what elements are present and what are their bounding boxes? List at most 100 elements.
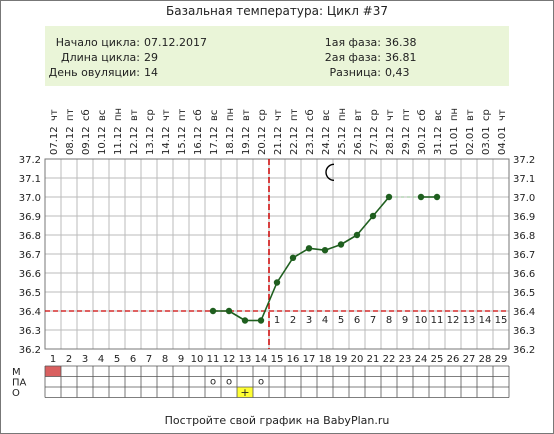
day-number: 8 bbox=[162, 354, 168, 365]
day-number: 25 bbox=[431, 354, 444, 365]
temperature-point bbox=[273, 279, 281, 286]
temperature-point bbox=[337, 241, 345, 248]
date-label: 07.12 bbox=[49, 126, 60, 155]
y-tick-label-right: 37.1 bbox=[513, 174, 535, 185]
day-number: 22 bbox=[383, 354, 396, 365]
plot-area: чт пт сб вс пн вт ср чт пт сб вс пн вт ср чт пт сб вс пн вт… bbox=[19, 108, 536, 365]
day-number: 28 bbox=[479, 354, 492, 365]
day-number: 3 bbox=[82, 354, 88, 365]
weekday-label: чт bbox=[497, 109, 508, 121]
phase-day-number: 5 bbox=[338, 315, 344, 326]
date-label: 26.12 bbox=[353, 126, 364, 155]
weekday-label: сб bbox=[193, 109, 204, 121]
weekday-label: пн bbox=[225, 108, 236, 121]
pa-mark: o bbox=[210, 377, 216, 388]
day-number: 11 bbox=[207, 354, 220, 365]
series-segment bbox=[260, 282, 278, 321]
phase-day-number: 11 bbox=[431, 315, 444, 326]
weekday-label: ср bbox=[257, 109, 268, 121]
weekday-label: сб bbox=[305, 109, 316, 121]
plot-border bbox=[44, 158, 510, 350]
y-tick-label-right: 36.4 bbox=[513, 307, 535, 318]
weekday-label: чт bbox=[273, 109, 284, 121]
phase-day-number: 12 bbox=[447, 315, 460, 326]
temperature-point bbox=[433, 193, 441, 201]
summary-value: 07.12.2017 bbox=[144, 36, 207, 49]
day-number: 24 bbox=[415, 354, 428, 365]
weekday-label: ср bbox=[145, 109, 156, 121]
date-label: 14.12 bbox=[161, 126, 172, 155]
pa-mark: o bbox=[258, 377, 264, 388]
phase-day-number: 7 bbox=[370, 315, 376, 326]
temperature-point bbox=[369, 212, 377, 220]
weekday-label: пт bbox=[401, 108, 412, 121]
day-number: 16 bbox=[287, 354, 300, 365]
date-label: 30.12 bbox=[417, 126, 428, 155]
temperature-point bbox=[289, 254, 297, 261]
day-number: 18 bbox=[319, 354, 332, 365]
temperature-point bbox=[225, 307, 233, 315]
day-number: 5 bbox=[114, 354, 120, 365]
y-tick-label-right: 36.2 bbox=[513, 345, 535, 356]
date-label: 11.12 bbox=[113, 126, 124, 155]
y-tick-label-left: 36.7 bbox=[19, 250, 41, 261]
weekday-label: пт bbox=[177, 108, 188, 121]
footer-link[interactable]: Постройте свой график на BabyPlan.ru bbox=[165, 414, 390, 427]
weekday-label: вт bbox=[353, 109, 364, 121]
date-label: 09.12 bbox=[81, 126, 92, 155]
date-label: 15.12 bbox=[177, 126, 188, 155]
weekday-label: ср bbox=[481, 109, 492, 121]
marks-row-label: М bbox=[12, 367, 21, 378]
menstruation-cell bbox=[45, 366, 61, 377]
day-number: 7 bbox=[146, 354, 152, 365]
weekday-label: вт bbox=[241, 109, 252, 121]
summary-panel bbox=[45, 26, 509, 86]
y-tick-label-left: 37.0 bbox=[19, 193, 41, 204]
date-label: 25.12 bbox=[337, 126, 348, 155]
temperature-point bbox=[321, 247, 329, 254]
date-label: 02.01 bbox=[465, 126, 476, 155]
summary-value: 36.38 bbox=[385, 36, 417, 49]
ovulation-test-mark: + bbox=[240, 386, 249, 399]
date-label: 20.12 bbox=[257, 126, 268, 155]
temperature-point bbox=[305, 245, 313, 252]
weekday-label: пн bbox=[449, 108, 460, 121]
marks-row-label: ПА bbox=[12, 378, 27, 389]
day-number: 12 bbox=[223, 354, 236, 365]
date-label: 17.12 bbox=[209, 126, 220, 155]
date-label: 27.12 bbox=[369, 126, 380, 155]
phase-day-number: 3 bbox=[306, 315, 312, 326]
day-number: 10 bbox=[191, 354, 204, 365]
weekday-label: вт bbox=[465, 109, 476, 121]
temperature-point bbox=[353, 231, 361, 239]
y-tick-label-left: 36.3 bbox=[19, 326, 41, 337]
phase-day-number: 10 bbox=[415, 315, 428, 326]
day-number: 4 bbox=[98, 354, 104, 365]
summary-value: 29 bbox=[144, 51, 158, 64]
y-tick-label-left: 36.4 bbox=[19, 307, 41, 318]
y-tick-label-left: 37.2 bbox=[19, 155, 41, 166]
marks-row-label: О bbox=[12, 388, 20, 399]
phase-day-number: 14 bbox=[479, 315, 492, 326]
ovulation-test-cell bbox=[237, 387, 253, 398]
summary-value: 0,43 bbox=[385, 66, 410, 79]
date-label: 03.01 bbox=[481, 126, 492, 155]
y-tick-label-right: 36.3 bbox=[513, 326, 535, 337]
y-tick-label-right: 36.5 bbox=[513, 288, 535, 299]
summary-label: Разница: bbox=[330, 66, 382, 79]
date-label: 12.12 bbox=[129, 126, 140, 155]
chart-title: Базальная температура: Цикл #37 bbox=[166, 4, 388, 18]
date-label: 28.12 bbox=[385, 126, 396, 155]
weekday-label: ср bbox=[369, 109, 380, 121]
y-tick-label-right: 36.9 bbox=[513, 212, 535, 223]
day-number: 21 bbox=[367, 354, 380, 365]
summary-value: 14 bbox=[144, 66, 158, 79]
weekday-label: чт bbox=[161, 109, 172, 121]
y-tick-label-left: 36.8 bbox=[19, 231, 41, 242]
weekday-label: сб bbox=[81, 109, 92, 121]
weekday-label: вс bbox=[433, 110, 444, 121]
weekday-label: вс bbox=[321, 110, 332, 121]
series-segment bbox=[356, 215, 374, 236]
weekday-label: пн bbox=[337, 108, 348, 121]
